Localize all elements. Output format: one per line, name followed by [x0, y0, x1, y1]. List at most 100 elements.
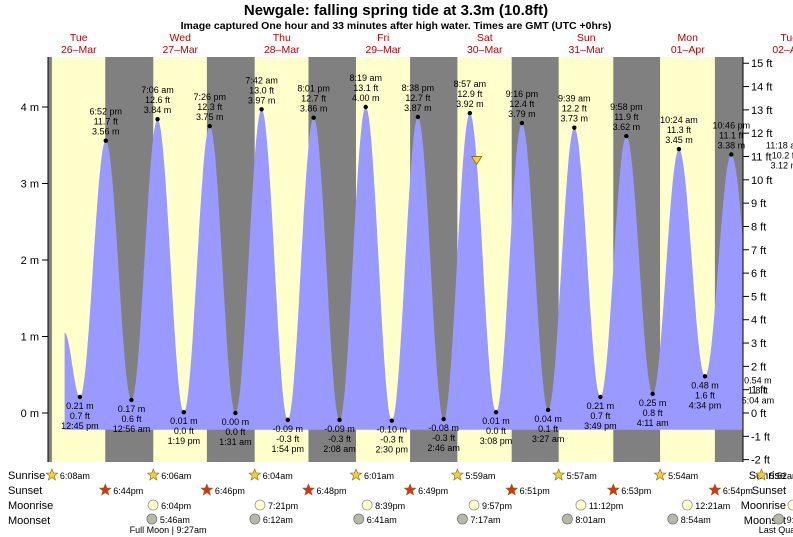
- high-tide-time: 7:42 am: [245, 75, 278, 85]
- moonrise-time: 7:21pm: [268, 501, 298, 511]
- moon-phase-label: Full Moon | 9:27am: [130, 525, 207, 535]
- low-tide-time: 12:56 am: [113, 424, 151, 434]
- low-tide-time: 3:49 pm: [584, 421, 617, 431]
- high-tide-time: 11:18 am: [766, 140, 793, 150]
- high-tide-feet: 12.4 ft: [509, 99, 535, 109]
- day-date-label: 02–Apr: [772, 44, 793, 56]
- high-tide-time: 8:38 pm: [402, 83, 435, 93]
- chart-subtitle: Image captured One hour and 33 minutes a…: [181, 20, 612, 32]
- moonset-icon: [457, 513, 468, 525]
- moonset-icon: [249, 513, 261, 525]
- low-tide-time: 4:34 pm: [689, 400, 722, 410]
- high-tide-feet: 13.1 ft: [353, 83, 379, 93]
- high-tide-time: 7:26 pm: [193, 92, 226, 102]
- low-tide-point: [650, 391, 655, 397]
- sunrise-icon: [45, 468, 59, 481]
- low-tide-feet: 0.0 ft: [486, 426, 507, 436]
- y-left-tick-label: 1 m: [21, 332, 39, 344]
- day-weekday-label: Fri: [377, 32, 389, 44]
- sunset-icon: [606, 483, 620, 496]
- high-tide-time: 8:19 am: [349, 73, 382, 83]
- low-tide-feet: 0.7 ft: [590, 411, 611, 421]
- low-tide-time: 2:30 pm: [376, 445, 409, 455]
- day-weekday-label: Wed: [170, 32, 192, 44]
- low-tide-feet: 0.0 ft: [174, 426, 195, 436]
- moonset-time: 5:46am: [160, 515, 190, 525]
- high-tide-metres: 3.87 m: [404, 103, 432, 113]
- day-weekday-label: Tue: [70, 32, 88, 44]
- high-tide-feet: 12.7 ft: [405, 93, 431, 103]
- moonset-time: 8:01am: [575, 515, 605, 525]
- low-tide-time: 3:27 am: [532, 434, 565, 444]
- moonset-icon: [667, 513, 679, 525]
- moonrise-icon: [787, 499, 793, 511]
- sunrise-time: 5:59am: [465, 471, 495, 481]
- y-left-tick-label: 0 m: [21, 408, 39, 420]
- low-tide-metres: 0.21 m: [587, 401, 615, 411]
- high-tide-time: 10:46 pm: [713, 120, 751, 130]
- moonset-time: 7:17am: [470, 515, 500, 525]
- high-tide-feet: 12.2 ft: [562, 104, 588, 114]
- y-right-tick-label: 8 ft: [751, 221, 766, 233]
- y-right-tick-label: 1 ft: [751, 385, 766, 397]
- y-right-tick-label: 12 ft: [751, 128, 772, 140]
- current-tide-marker: [470, 156, 483, 166]
- sunset-time: 6:49pm: [418, 486, 448, 496]
- low-tide-metres: 0.01 m: [482, 416, 510, 426]
- low-tide-time: 3:08 pm: [480, 436, 513, 446]
- y-right-tick-label: 3 ft: [751, 338, 766, 350]
- low-tide-time: 2:08 am: [323, 444, 356, 454]
- low-tide-feet: -0.3 ft: [328, 434, 352, 444]
- low-tide-metres: -0.09 m: [324, 424, 355, 434]
- high-tide-metres: 4.00 m: [352, 93, 380, 103]
- sunrise-time: 6:08am: [60, 471, 90, 481]
- sunset-time: 6:53pm: [621, 486, 651, 496]
- high-tide-time: 6:52 pm: [90, 107, 123, 117]
- low-tide-point: [441, 416, 446, 422]
- row-label-sunrise-left: Sunrise: [8, 470, 45, 482]
- astronomy-events: 6:08am 6:06am 6:04am 6:01am 5:59am 5:57am 5:54…: [45, 468, 793, 535]
- low-tide-feet: 0.6 ft: [121, 414, 142, 424]
- sunrise-time: 5:52am: [769, 471, 793, 481]
- sunrise-time: 6:04am: [263, 471, 293, 481]
- y-right-tick-label: 15 ft: [751, 58, 772, 70]
- low-tide-time: 12:45 pm: [61, 421, 99, 431]
- y-left-tick-label: 4 m: [21, 102, 39, 114]
- high-tide-metres: 3.86 m: [300, 104, 328, 114]
- low-tide-metres: 0.25 m: [639, 398, 667, 408]
- low-tide-metres: 0.01 m: [170, 416, 198, 426]
- tide-area: [64, 107, 743, 430]
- high-tide-feet: 11.1 ft: [719, 130, 744, 140]
- row-label-sunset-left: Sunset: [8, 485, 42, 497]
- moonrise-time: 11:12pm: [589, 501, 623, 511]
- low-tide-time: 5:04 am: [742, 396, 775, 406]
- sunset-icon: [403, 483, 417, 496]
- high-tide-metres: 3.12 m: [771, 160, 793, 170]
- low-tide-feet: -0.3 ft: [432, 433, 456, 443]
- high-tide-point: [207, 123, 212, 129]
- row-label-moonrise-left: Moonrise: [8, 500, 53, 512]
- day-date-label: 28–Mar: [264, 44, 300, 56]
- moonrise-icon: [361, 499, 373, 511]
- sunset-icon: [98, 483, 112, 496]
- low-tide-feet: 0.7 ft: [70, 411, 91, 421]
- low-tide-point: [233, 410, 238, 416]
- high-tide-point: [519, 120, 525, 126]
- moonrise-time: 9:57pm: [482, 501, 512, 511]
- moonset-icon: [146, 513, 158, 525]
- high-tide-point: [676, 146, 682, 152]
- high-tide-point: [155, 117, 160, 122]
- high-tide-time: 10:24 am: [660, 115, 698, 125]
- row-label-moonrise-right: Moonrise: [741, 500, 786, 512]
- low-tide-metres: -0.10 m: [377, 425, 408, 435]
- low-tide-feet: -0.3 ft: [276, 434, 300, 444]
- low-tide-point: [77, 394, 83, 400]
- low-tide-metres: 0.54 m: [744, 376, 772, 386]
- high-tide-point: [467, 110, 473, 116]
- high-tide-point: [729, 152, 734, 157]
- high-tide-time: 8:57 am: [454, 79, 487, 89]
- high-tide-metres: 3.97 m: [248, 95, 276, 105]
- moonrise-icon: [254, 499, 266, 511]
- day-date-label: 27–Mar: [162, 44, 198, 56]
